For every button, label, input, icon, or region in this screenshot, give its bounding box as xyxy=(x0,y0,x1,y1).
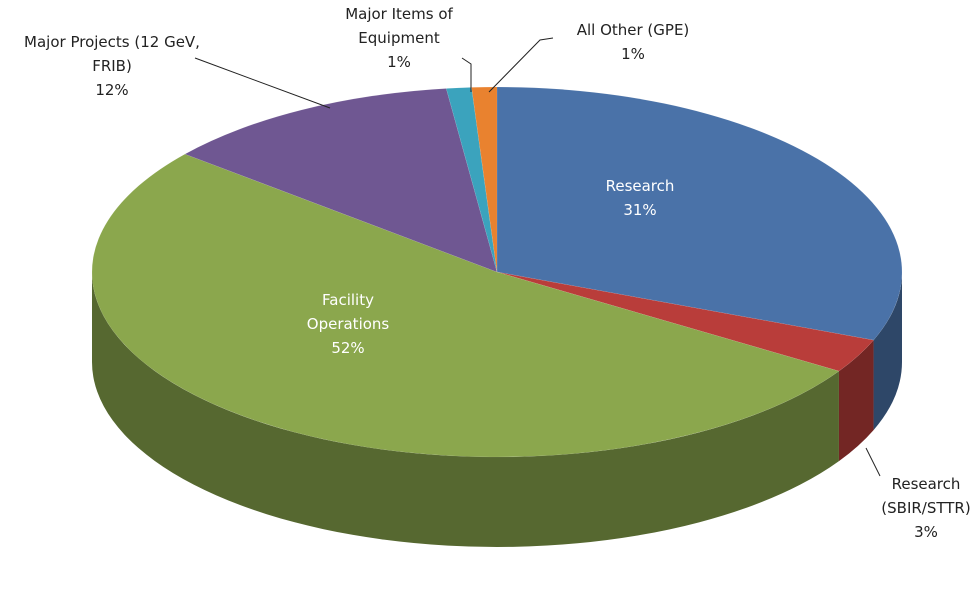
slice-percent: 3% xyxy=(914,523,938,541)
slice-label: All Other (GPE) xyxy=(576,21,690,39)
slice-percent: 12% xyxy=(95,81,129,99)
slice-label: Major Projects (12 GeV, FRIB) xyxy=(24,33,200,75)
pie-slice xyxy=(471,86,498,273)
slice-label: Research xyxy=(605,177,675,195)
slice-percent: 1% xyxy=(387,53,411,71)
slice-label: Facility Operations xyxy=(306,291,390,333)
pie-slice xyxy=(91,153,840,458)
pie-side xyxy=(91,272,839,548)
pie-side xyxy=(838,340,874,462)
pie-side xyxy=(873,272,902,431)
leader-line xyxy=(461,57,472,92)
pie-slice xyxy=(496,86,903,341)
leader-line xyxy=(194,57,331,109)
pie-slice xyxy=(184,88,498,273)
slice-label: Research (SBIR/STTR) xyxy=(881,475,971,517)
leader-line xyxy=(488,37,554,93)
pie-slice xyxy=(496,271,875,372)
slice-label: Major Items of Equipment xyxy=(345,5,453,47)
slice-percent: 31% xyxy=(623,201,657,219)
slice-percent: 52% xyxy=(331,339,365,357)
slice-percent: 1% xyxy=(621,45,645,63)
pie-slice xyxy=(445,87,498,273)
leader-line xyxy=(865,447,881,477)
